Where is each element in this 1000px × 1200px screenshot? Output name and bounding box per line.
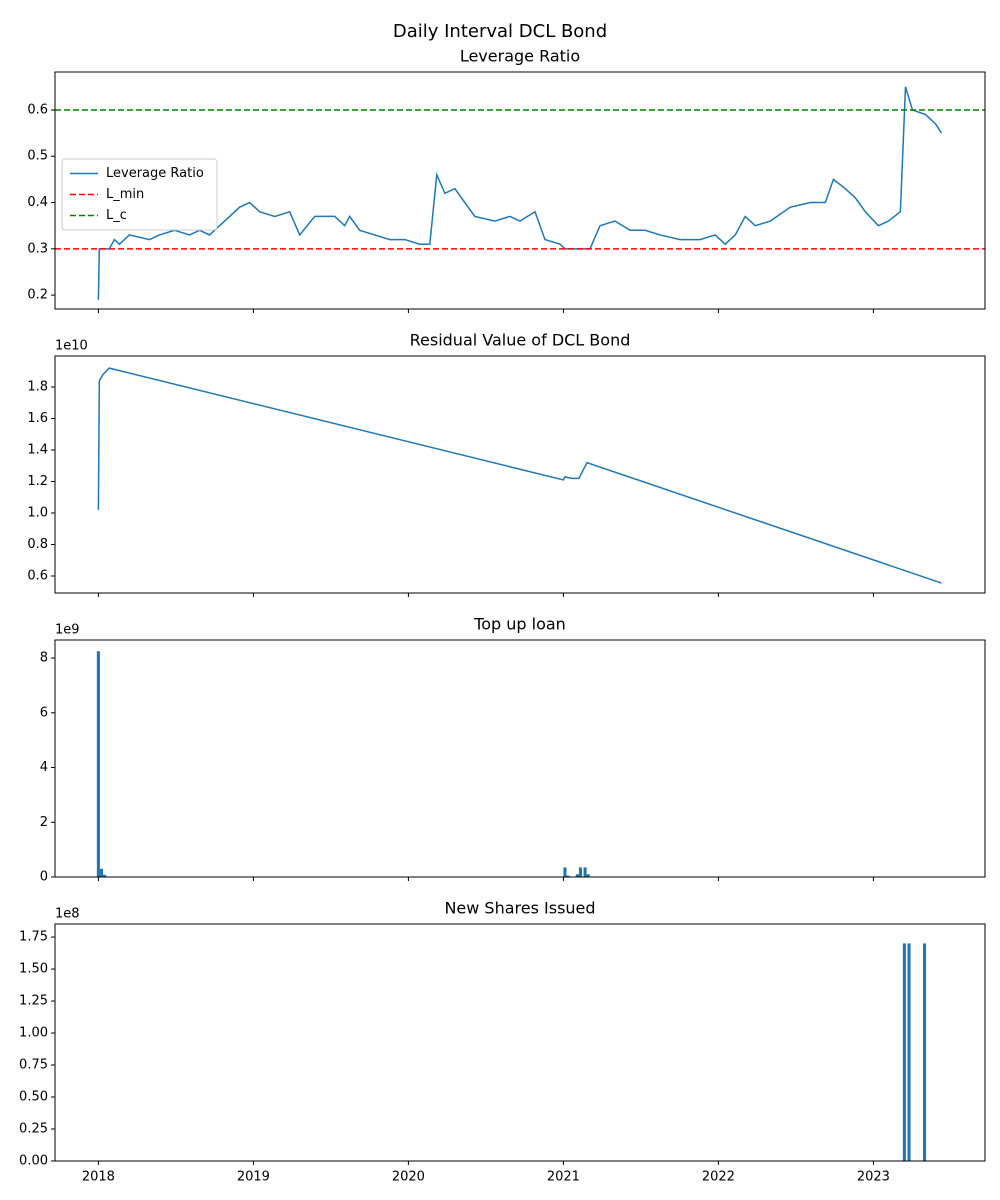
y-tick-label: 0.2: [27, 288, 48, 303]
y-tick-label: 1.8: [27, 380, 48, 395]
y-tick-label: 0.5: [27, 149, 48, 164]
x-tick-label: 2023: [857, 1170, 890, 1185]
bar: [583, 867, 587, 877]
legend-label: Leverage Ratio: [106, 166, 204, 181]
bar: [96, 651, 100, 877]
x-tick-label: 2021: [547, 1170, 580, 1185]
bar: [923, 943, 927, 1161]
y-tick-label: 0.6: [27, 102, 48, 117]
x-tick-label: 2022: [702, 1170, 735, 1185]
line: [97, 86, 943, 300]
y-tick-label: 1.6: [27, 411, 48, 426]
y-tick-label: 4: [40, 760, 48, 775]
bar: [586, 874, 590, 877]
bar: [578, 867, 582, 877]
figure-title: Daily Interval DCL Bond: [393, 21, 607, 42]
y-tick-label: 1.00: [19, 1026, 48, 1041]
bar: [563, 867, 567, 877]
axes-frame: [54, 923, 986, 1162]
y-tick-label: 0.4: [27, 195, 48, 210]
y-tick-label: 0.75: [19, 1058, 48, 1073]
x-tick-label: 2018: [82, 1170, 115, 1185]
y-tick-label: 0.8: [27, 537, 48, 552]
y-tick-label: 6: [40, 705, 48, 720]
bar: [902, 943, 906, 1161]
y-tick-label: 0.3: [27, 241, 48, 256]
subplot-title: Leverage Ratio: [460, 47, 580, 66]
y-tick-label: 0.6: [27, 568, 48, 583]
y-tick-label: 1.0: [27, 506, 48, 521]
legend-label: L_c: [106, 208, 127, 223]
y-tick-label: 1.2: [27, 474, 48, 489]
axes-frame: [54, 71, 986, 310]
bar: [907, 943, 911, 1161]
offset-label: 1e8: [55, 907, 80, 922]
bar: [99, 868, 104, 877]
bar: [566, 875, 570, 877]
subplot-title: New Shares Issued: [444, 899, 595, 918]
subplot-title: Top up loan: [473, 615, 566, 634]
bar: [575, 874, 579, 877]
y-tick-label: 1.75: [19, 930, 48, 945]
y-tick-label: 0.25: [19, 1122, 48, 1137]
y-tick-label: 2: [40, 815, 48, 830]
bar: [103, 874, 107, 877]
y-tick-label: 0: [40, 870, 48, 885]
legend-box: [61, 158, 218, 231]
y-tick-label: 1.25: [19, 994, 48, 1009]
subplot-title: Residual Value of DCL Bond: [410, 331, 631, 350]
axes-frame: [54, 355, 986, 594]
offset-label: 1e9: [55, 623, 80, 638]
legend-label: L_min: [106, 187, 144, 202]
x-tick-label: 2019: [237, 1170, 270, 1185]
axes-frame: [54, 639, 986, 878]
y-tick-label: 1.50: [19, 962, 48, 977]
y-tick-label: 8: [40, 651, 48, 666]
y-tick-label: 0.00: [19, 1154, 48, 1169]
line: [97, 367, 942, 584]
offset-label: 1e10: [55, 339, 88, 354]
y-tick-label: 0.50: [19, 1090, 48, 1105]
y-tick-label: 1.4: [27, 443, 48, 458]
x-tick-label: 2020: [392, 1170, 425, 1185]
